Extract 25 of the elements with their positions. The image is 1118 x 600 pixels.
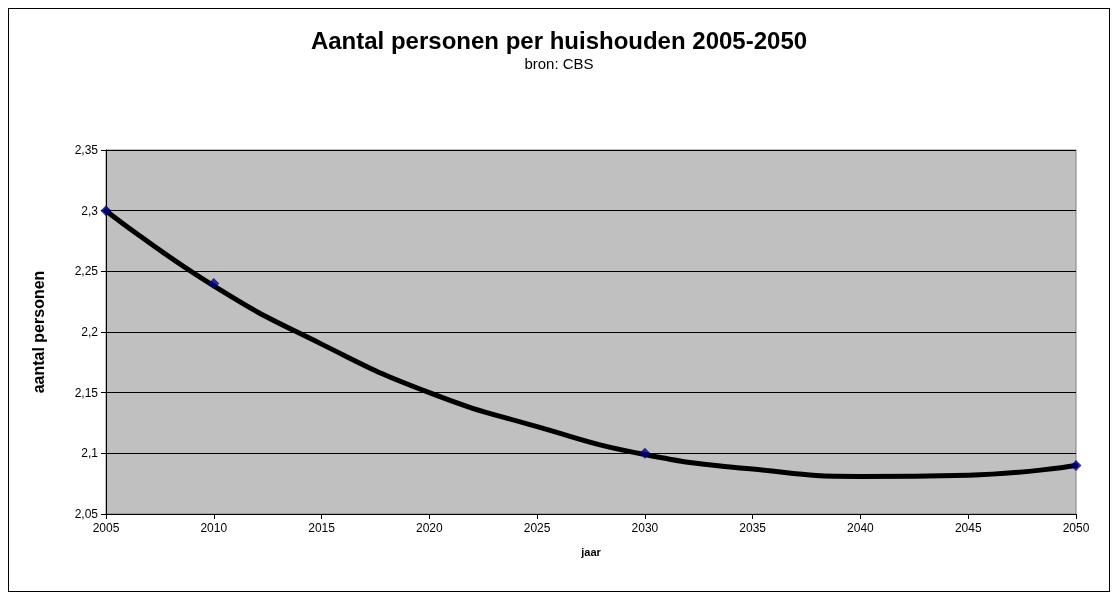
x-tick-label: 2040	[847, 521, 875, 535]
y-tick-label: 2,3	[81, 203, 99, 218]
y-tick-label: 2,35	[74, 143, 99, 157]
y-tick-label: 2,05	[74, 507, 99, 521]
x-tick-label: 2025	[523, 521, 551, 535]
y-axis-title: aantal personen	[29, 270, 47, 394]
x-tick-label: 2005	[92, 521, 120, 535]
point	[100, 205, 112, 217]
x-tick-label: 2020	[415, 521, 443, 535]
y-tick-label: 2,1	[81, 446, 99, 461]
y-tick-label: 2,2	[81, 325, 99, 339]
point	[1070, 459, 1082, 471]
chart-subtitle: bron: CBS	[524, 55, 594, 72]
y-tick-label: 2,15	[74, 385, 99, 400]
x-tick-label: 2045	[954, 521, 982, 535]
point	[208, 277, 220, 289]
x-tick-label: 2035	[739, 521, 767, 535]
chart-title: Aantal personen per huishouden 2005-2050	[310, 26, 808, 54]
x-axis-title: jaar	[580, 545, 602, 558]
x-tick-label: 2030	[631, 521, 659, 535]
x-tick-label: 2015	[308, 521, 336, 535]
x-tick-label: 2050	[1062, 521, 1090, 535]
point	[639, 447, 651, 459]
y-tick-label: 2,25	[74, 264, 99, 279]
x-tick-label: 2010	[200, 521, 228, 535]
